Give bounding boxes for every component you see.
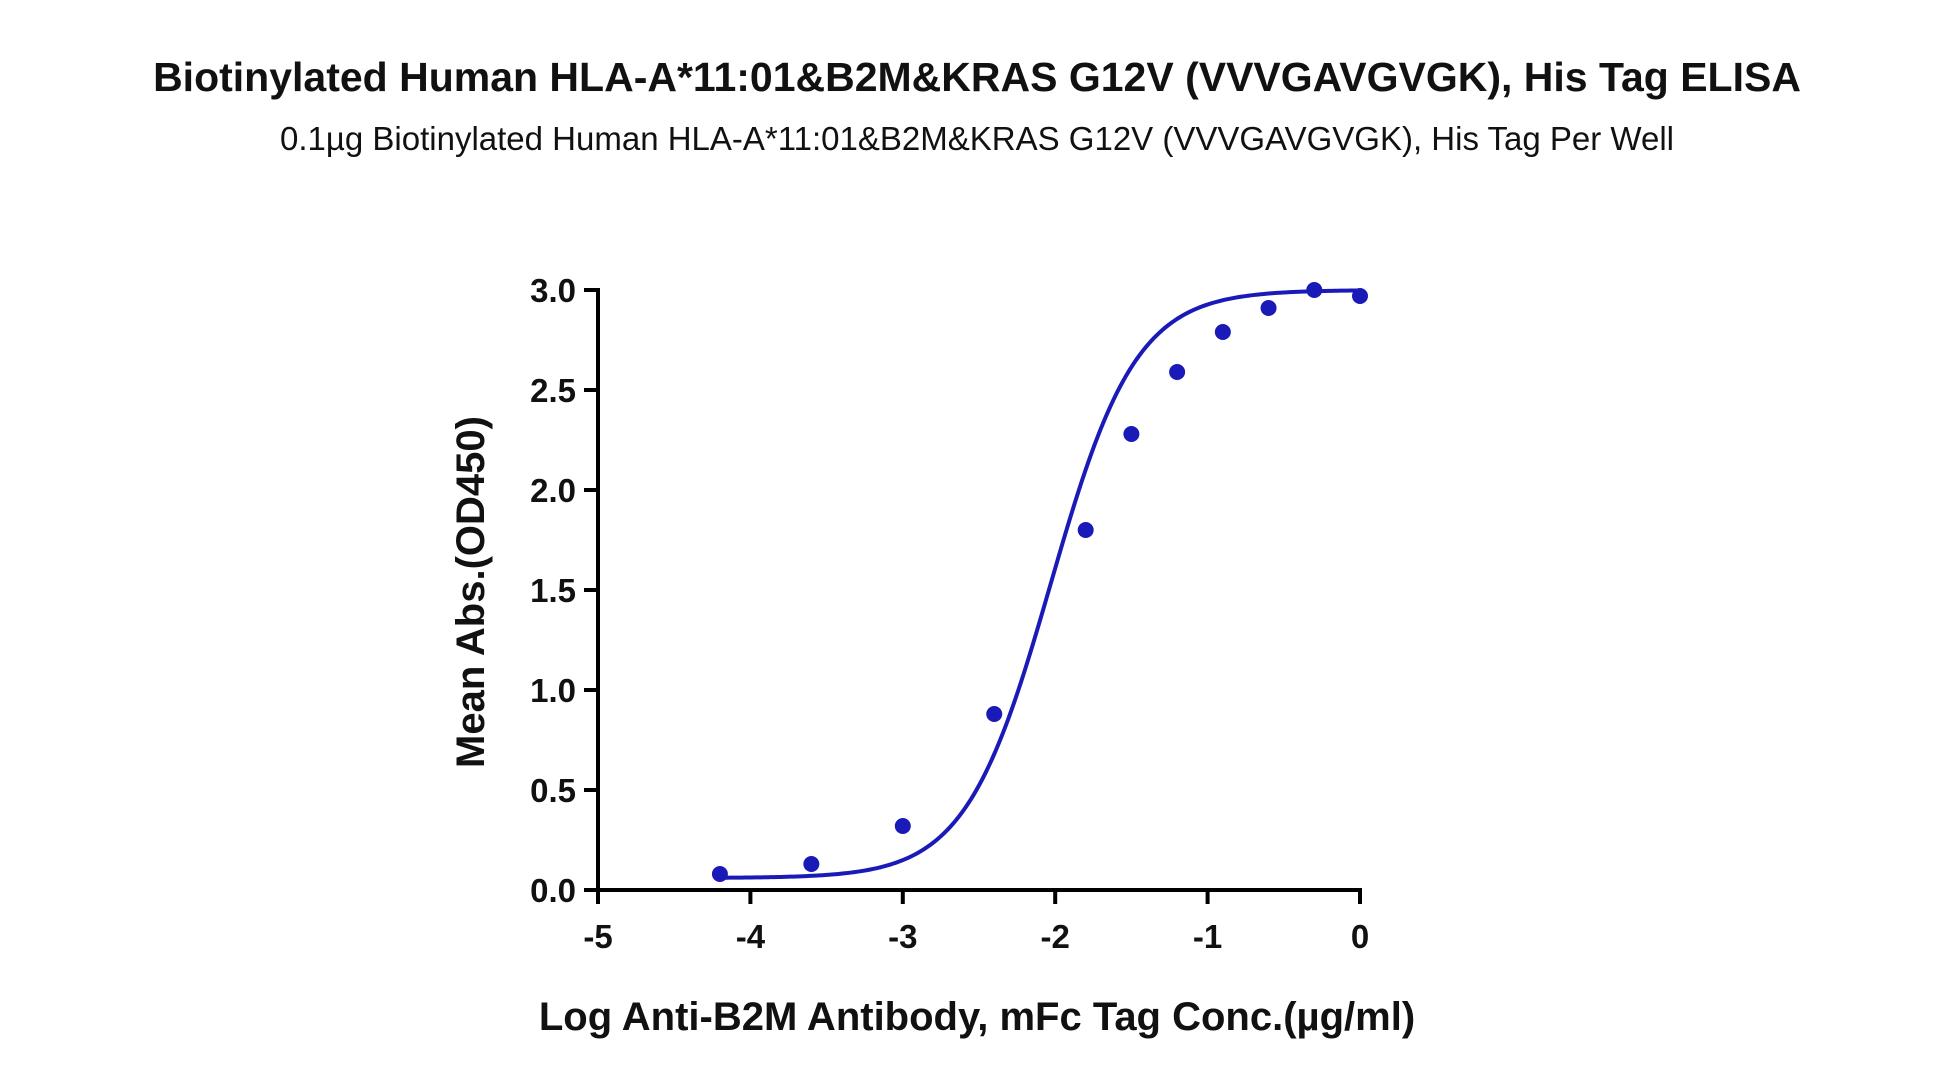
fit-curve [719, 288, 1361, 880]
x-tick-label: -2 [1041, 918, 1070, 955]
data-points-layer [711, 282, 1368, 882]
data-point [1306, 282, 1323, 298]
y-tick-label: 0.5 [530, 772, 576, 809]
x-tick-label: -5 [583, 918, 612, 955]
y-tick-label: 2.5 [530, 372, 576, 409]
data-point [1169, 364, 1186, 380]
x-tick-label: -3 [888, 918, 917, 955]
chart-title: Biotinylated Human HLA-A*11:01&B2M&KRAS … [153, 54, 1801, 100]
data-point [1352, 288, 1368, 304]
data-point [1077, 522, 1094, 538]
chart-subtitle: 0.1µg Biotinylated Human HLA-A*11:01&B2M… [280, 120, 1674, 157]
data-point [986, 706, 1003, 722]
y-tick-label: 1.5 [530, 572, 576, 609]
y-tick-label: 2.0 [530, 472, 576, 509]
fit-curve-layer [719, 288, 1361, 880]
data-point [1260, 300, 1277, 316]
x-tick-label: -4 [736, 918, 766, 955]
y-tick-label: 1.0 [530, 672, 576, 709]
chart-ticks: -5 -4 -3 -2 -1 0 0.0 0.5 1.0 1.5 2.0 2.5 3.0 [530, 272, 1369, 955]
x-tick-label: -1 [1193, 918, 1222, 955]
data-point [1123, 426, 1140, 442]
y-tick-label: 0.0 [530, 872, 576, 909]
y-axis-label: Mean Abs.(OD450) [449, 416, 493, 768]
x-tick-label: 0 [1351, 918, 1369, 955]
data-point [894, 818, 911, 834]
y-tick-label: 3.0 [530, 272, 576, 309]
x-axis-label: Log Anti-B2M Antibody, mFc Tag Conc.(µg/… [539, 995, 1415, 1039]
data-point [1214, 324, 1231, 340]
data-point [711, 866, 728, 882]
data-point [803, 856, 820, 872]
chart-axes [596, 288, 1362, 892]
